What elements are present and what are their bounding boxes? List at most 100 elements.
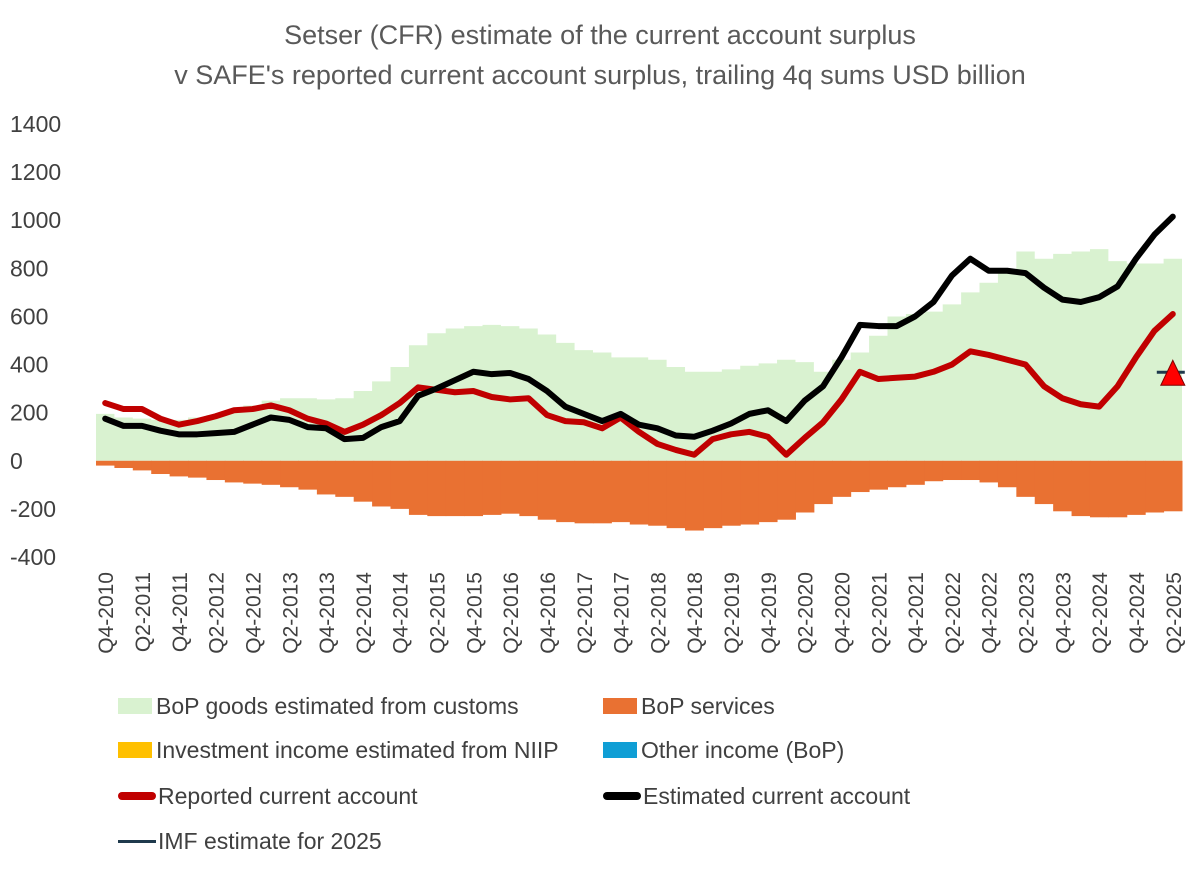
services-bar bbox=[979, 460, 999, 483]
services-bar bbox=[132, 460, 152, 471]
services-bar bbox=[169, 460, 189, 477]
x-tick-label: Q4-2023 bbox=[1052, 572, 1075, 654]
x-tick-label: Q2-2022 bbox=[942, 572, 965, 654]
services-bar bbox=[556, 460, 576, 523]
services-bar bbox=[1071, 460, 1091, 517]
services-bar bbox=[1016, 460, 1036, 497]
x-tick-label: Q2-2015 bbox=[427, 572, 450, 654]
legend-label-imf: IMF estimate for 2025 bbox=[158, 827, 382, 854]
x-tick-label: Q4-2012 bbox=[242, 572, 265, 654]
x-tick-label: Q2-2017 bbox=[574, 572, 597, 654]
y-tick-label: 400 bbox=[10, 352, 48, 378]
x-tick-label: Q4-2016 bbox=[537, 572, 560, 654]
y-tick-label: -200 bbox=[10, 496, 56, 522]
services-bar bbox=[464, 460, 484, 517]
services-bar bbox=[206, 460, 226, 481]
legend-label-other-income: Other income (BoP) bbox=[641, 736, 845, 763]
x-tick-label: Q2-2013 bbox=[279, 572, 302, 654]
services-bar bbox=[261, 460, 281, 485]
services-bar bbox=[353, 460, 373, 502]
legend-item-reported: Reported current account bbox=[118, 781, 418, 811]
x-tick-label: Q2-2024 bbox=[1089, 572, 1112, 654]
legend-label-reported: Reported current account bbox=[158, 782, 418, 809]
services-bar bbox=[942, 460, 962, 481]
services-bar bbox=[666, 460, 686, 529]
chart-subtitle: v SAFE's reported current account surplu… bbox=[174, 60, 1026, 90]
services-bar bbox=[961, 460, 981, 481]
services-bar bbox=[114, 460, 134, 468]
legend-item-services: BoP services bbox=[603, 691, 775, 721]
y-tick-label: 0 bbox=[10, 448, 23, 474]
services-bar bbox=[758, 460, 778, 523]
services-bar bbox=[96, 460, 115, 466]
services-bar bbox=[740, 460, 760, 525]
x-tick-label: Q2-2012 bbox=[206, 572, 229, 654]
services-bar bbox=[372, 460, 392, 507]
services-bar bbox=[188, 460, 207, 478]
services-bar bbox=[850, 460, 870, 493]
legend-swatch-imf bbox=[118, 839, 156, 843]
services-bar bbox=[813, 460, 833, 505]
legend-item-imf: IMF estimate for 2025 bbox=[118, 826, 382, 856]
services-bar bbox=[703, 460, 723, 529]
x-tick-label: Q2-2020 bbox=[795, 572, 818, 654]
legend-swatch-reported bbox=[118, 792, 156, 800]
services-bar bbox=[795, 460, 815, 513]
services-bar bbox=[408, 460, 428, 515]
services-bar bbox=[335, 460, 355, 497]
services-bar bbox=[537, 460, 557, 520]
legend-item-estimated: Estimated current account bbox=[603, 781, 910, 811]
services-bar bbox=[905, 460, 925, 485]
x-tick-label: Q2-2011 bbox=[132, 572, 155, 652]
services-bar bbox=[721, 460, 741, 526]
x-tick-label: Q4-2013 bbox=[316, 572, 339, 654]
legend-item-investment-income: Investment income estimated from NIIP bbox=[118, 735, 559, 765]
services-bar bbox=[685, 460, 704, 531]
x-tick-label: Q4-2024 bbox=[1126, 572, 1149, 654]
services-bar bbox=[1163, 460, 1183, 512]
y-tick-label: -400 bbox=[10, 544, 56, 570]
services-bar bbox=[832, 460, 852, 497]
plot-area: 1400 1200 1000 800 600 400 200 0 -200 -400 Q4-2010… bbox=[10, 111, 1186, 654]
chart-title: Setser (CFR) estimate of the current acc… bbox=[284, 20, 916, 50]
legend-label-investment-income: Investment income estimated from NIIP bbox=[156, 736, 559, 763]
services-bar bbox=[500, 460, 520, 514]
services-bar bbox=[611, 460, 631, 523]
legend-swatch-services bbox=[603, 698, 637, 714]
x-tick-label: Q4-2015 bbox=[463, 572, 486, 654]
x-tick-label: Q4-2018 bbox=[684, 572, 707, 654]
legend-label-goods: BoP goods estimated from customs bbox=[156, 692, 519, 719]
x-tick-label: Q4-2014 bbox=[390, 572, 413, 654]
services-bar bbox=[151, 460, 171, 475]
services-bar bbox=[574, 460, 594, 524]
imf-estimate-triangle bbox=[1160, 359, 1186, 386]
y-tick-label: 1000 bbox=[10, 207, 61, 233]
services-bar bbox=[445, 460, 465, 517]
y-tick-label: 800 bbox=[10, 255, 48, 281]
legend-item-goods: BoP goods estimated from customs bbox=[118, 691, 519, 721]
services-bar bbox=[592, 460, 612, 524]
services-bar bbox=[924, 460, 944, 482]
x-tick-label: Q4-2011 bbox=[169, 572, 192, 652]
legend-item-other-income: Other income (BoP) bbox=[603, 735, 844, 765]
x-tick-label: Q2-2023 bbox=[1016, 572, 1039, 654]
reported-current-account-line bbox=[102, 311, 1176, 458]
services-bar bbox=[648, 460, 668, 526]
services-bar bbox=[1108, 460, 1128, 518]
y-tick-label: 1400 bbox=[10, 111, 61, 137]
x-tick-label: Q4-2019 bbox=[758, 572, 781, 654]
services-bar bbox=[482, 460, 502, 515]
y-tick-label: 1200 bbox=[10, 159, 61, 185]
services-bar bbox=[316, 460, 336, 495]
x-tick-label: Q2-2021 bbox=[868, 572, 891, 654]
legend-swatch-other-income bbox=[603, 742, 637, 758]
services-bar bbox=[224, 460, 244, 483]
x-tick-label: Q2-2016 bbox=[500, 572, 523, 654]
legend-label-services: BoP services bbox=[641, 692, 775, 719]
x-tick-label: Q4-2022 bbox=[979, 572, 1002, 654]
services-bar bbox=[629, 460, 649, 525]
x-tick-label: Q4-2017 bbox=[611, 572, 634, 654]
y-tick-label: 600 bbox=[10, 303, 48, 329]
legend-label-estimated: Estimated current account bbox=[643, 782, 911, 809]
